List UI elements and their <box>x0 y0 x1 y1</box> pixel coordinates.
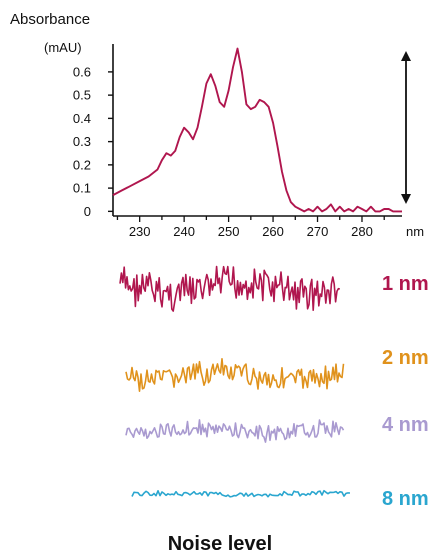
noise-trace-8nm <box>131 489 351 498</box>
x-axis-unit: nm <box>406 224 424 239</box>
x-ticks: 230 240 250 260 270 280 <box>116 216 385 239</box>
y-tick-label: 0.5 <box>73 88 91 103</box>
noise-label-4nm: 4 nm <box>382 414 429 436</box>
absorbance-chart: Absorbance (mAU) nm 00.10.20.30.40.50.6 … <box>10 11 424 239</box>
x-tick-label: 260 <box>262 224 284 239</box>
noise-trace-4nm <box>125 419 345 443</box>
y-tick-label: 0.3 <box>73 134 91 149</box>
noise-panel: 1 nm 2 nm 4 nm 8 nm Noise level <box>119 265 429 555</box>
noise-level-title: Noise level <box>168 533 273 555</box>
x-tick-label: 230 <box>129 224 151 239</box>
x-tick-label: 270 <box>307 224 329 239</box>
noise-trace-2nm <box>125 358 345 392</box>
x-tick-label: 280 <box>351 224 373 239</box>
spectrum-series-line <box>112 47 402 213</box>
y-tick-label: 0 <box>84 204 91 219</box>
x-tick-label: 250 <box>218 224 240 239</box>
y-tick-label: 0.1 <box>73 181 91 196</box>
noise-label-2nm: 2 nm <box>382 347 429 369</box>
noise-trace-1nm <box>119 265 340 312</box>
y-tick-label: 0.4 <box>73 111 91 126</box>
noise-label-8nm: 8 nm <box>382 488 429 510</box>
y-tick-label: 0.2 <box>73 157 91 172</box>
y-axis-unit: (mAU) <box>44 40 82 55</box>
y-tick-label: 0.6 <box>73 64 91 79</box>
x-tick-label: 240 <box>173 224 195 239</box>
y-axis-title: Absorbance <box>10 11 90 28</box>
noise-label-1nm: 1 nm <box>382 273 429 295</box>
y-ticks: 0 0.1 0.2 0.3 0.4 0.5 0.6 <box>73 64 113 219</box>
